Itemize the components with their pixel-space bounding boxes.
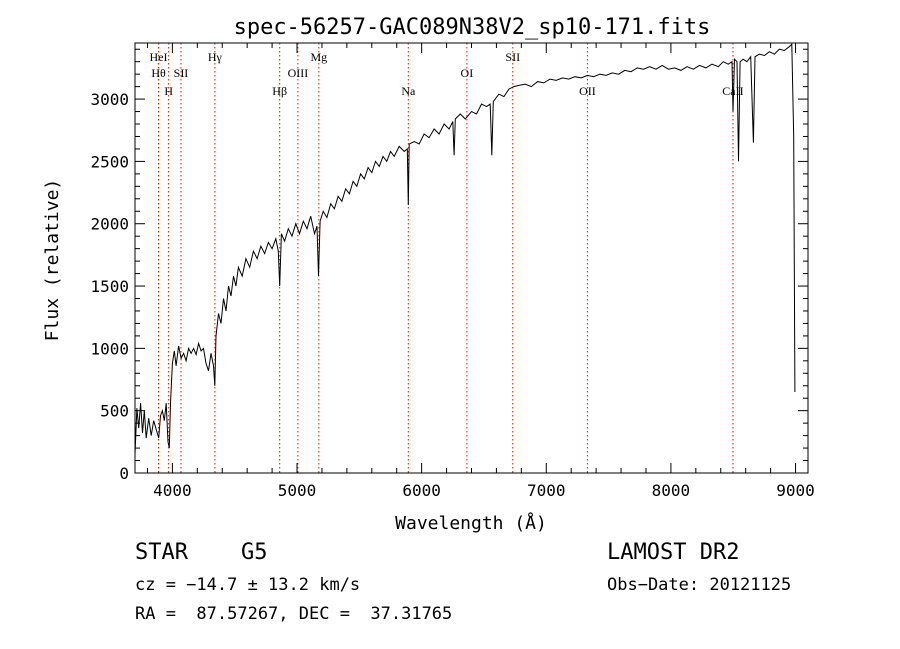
line-label-hβ: Hβ: [272, 84, 287, 98]
x-axis-label: Wavelength (Å): [395, 512, 547, 534]
spectrum-line: [134, 43, 796, 455]
line-label-na: Na: [401, 84, 416, 98]
coordinates-readout: RA = 87.57267, DEC = 37.31765: [135, 604, 453, 624]
spectral-subclass: G5: [241, 540, 268, 565]
y-tick-label: 2500: [90, 152, 129, 171]
line-label-mg: Mg: [310, 50, 327, 64]
obs-date: Obs−Date: 20121125: [607, 575, 792, 595]
line-label-oi: OI: [461, 66, 474, 80]
y-tick-label: 1000: [90, 339, 129, 358]
line-label-h: H: [164, 84, 173, 98]
redshift-readout: cz = −14.7 ± 13.2 km/s: [135, 575, 361, 595]
y-axis-label: Flux (relative): [42, 179, 63, 342]
x-tick-label: 6000: [402, 481, 441, 500]
y-tick-label: 1500: [90, 277, 129, 296]
object-class: STAR: [135, 540, 188, 565]
x-tick-label: 4000: [153, 481, 192, 500]
x-tick-label: 8000: [652, 481, 691, 500]
y-tick-label: 2000: [90, 215, 129, 234]
y-tick-label: 500: [100, 402, 129, 421]
x-tick-label: 7000: [527, 481, 566, 500]
plot-frame: [134, 42, 809, 474]
line-label-hθ: Hθ: [151, 66, 166, 80]
y-tick-label: 3000: [90, 90, 129, 109]
line-label-hei: HeI: [150, 50, 168, 64]
y-tick-label: 0: [119, 464, 129, 483]
x-tick-label: 5000: [278, 481, 317, 500]
x-tick-label: 9000: [776, 481, 815, 500]
line-label-sii: SII: [174, 66, 189, 80]
line-label-oiii: OIII: [288, 66, 309, 80]
chart-title: spec-56257-GAC089N38V2_sp10-171.fits: [234, 15, 711, 40]
line-label-hγ: Hγ: [208, 50, 223, 64]
survey-name: LAMOST DR2: [607, 540, 740, 565]
line-label-oii: OII: [579, 84, 596, 98]
line-label-sii: SII: [505, 50, 520, 64]
